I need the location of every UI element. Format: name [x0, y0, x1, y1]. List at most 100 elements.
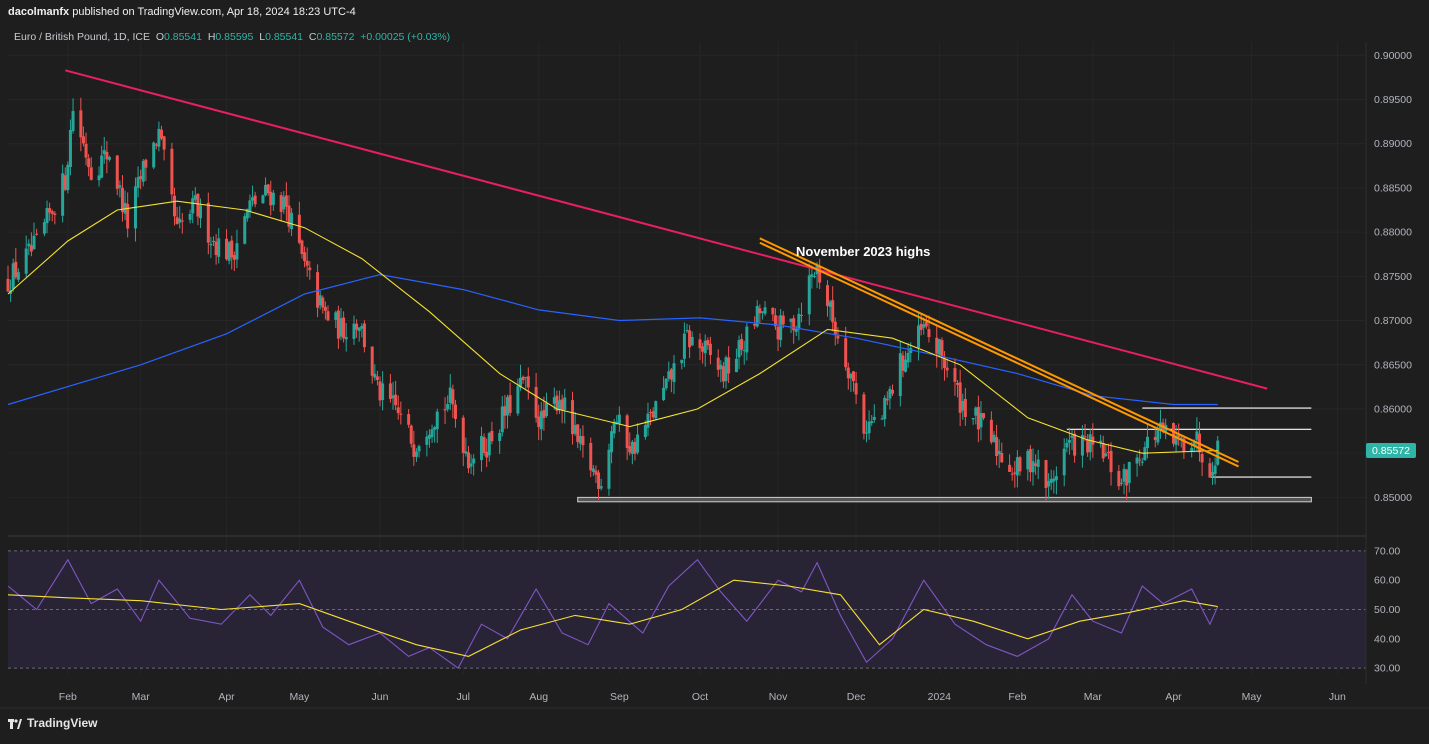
candle-down — [84, 143, 88, 158]
open-value: 0.85541 — [164, 31, 202, 43]
candle-up — [199, 205, 203, 219]
candle-down — [633, 441, 637, 454]
candle-up — [425, 436, 429, 445]
candle-up — [654, 401, 658, 419]
candle-up — [1104, 453, 1108, 457]
candle-up — [381, 383, 385, 400]
candle-down — [300, 240, 304, 254]
candle-up — [1122, 468, 1126, 482]
candle-down — [180, 220, 184, 222]
candle-down — [53, 213, 57, 215]
candle-up — [97, 175, 101, 181]
candle-down — [485, 451, 489, 458]
candle-up — [664, 378, 668, 389]
candle-up — [472, 458, 476, 464]
candle-down — [831, 300, 835, 323]
candle-up — [191, 198, 195, 214]
candle-up — [1080, 434, 1084, 456]
candle-up — [414, 451, 418, 457]
publisher-name: dacolmanfx — [8, 6, 70, 18]
candle-down — [1208, 463, 1212, 478]
candle-down — [862, 394, 866, 434]
candle-down — [172, 195, 176, 217]
channel-line — [759, 241, 1239, 468]
candle-up — [243, 216, 247, 244]
candle-down — [1073, 433, 1077, 456]
rsi-ma-line — [7, 579, 1218, 657]
rsi-lines — [7, 558, 1219, 669]
tradingview-logo[interactable]: TradingView — [8, 716, 97, 730]
candle-down — [701, 346, 705, 352]
sma-50-line — [7, 200, 1218, 454]
candle-up — [433, 427, 437, 430]
candle-down — [297, 214, 301, 243]
candle-up — [45, 208, 49, 224]
symbol-legend[interactable]: Euro / British Pound, 1D, ICE O0.85541 H… — [14, 31, 450, 43]
candle-up — [909, 348, 913, 354]
candle-down — [409, 425, 413, 444]
candle-down — [885, 398, 889, 401]
candle-up — [904, 359, 908, 372]
candle-up — [1211, 471, 1215, 476]
time-tick-label: Apr — [218, 691, 235, 703]
moving-averages — [7, 200, 1218, 454]
candle-up — [643, 425, 647, 438]
candle-down — [196, 193, 200, 217]
candle-down — [792, 318, 796, 331]
candle-up — [430, 429, 434, 438]
candle-up — [724, 357, 728, 382]
close-value: 0.85572 — [316, 31, 355, 43]
last-price-tag-bg — [1366, 443, 1416, 458]
candle-down — [758, 308, 762, 314]
candle-down — [159, 129, 163, 139]
candle-down — [279, 195, 283, 212]
high-value: 0.85595 — [215, 31, 254, 43]
candle-down — [555, 395, 559, 411]
price-tick-label: 0.86500 — [1374, 359, 1412, 371]
candle-down — [708, 343, 712, 356]
candle-down — [594, 470, 598, 475]
candle-up — [373, 373, 377, 378]
candle-up — [271, 192, 275, 205]
candle-down — [139, 176, 143, 180]
candle-down — [232, 255, 236, 260]
candle-down — [1182, 438, 1186, 452]
candle-up — [264, 184, 268, 196]
candle-up — [16, 272, 20, 280]
candle-down — [287, 205, 291, 227]
candle-up — [997, 450, 1001, 455]
candle-up — [217, 238, 221, 257]
candle-up — [630, 441, 634, 454]
channel-line — [759, 237, 1239, 463]
candle-down — [48, 208, 52, 213]
candle-up — [906, 352, 910, 363]
candle-down — [120, 187, 124, 213]
candle-up — [1213, 465, 1217, 475]
candle-up — [573, 425, 577, 434]
candle-up — [870, 421, 874, 424]
candle-up — [1049, 478, 1053, 483]
candle-up — [1070, 435, 1074, 438]
candle-down — [266, 184, 270, 194]
candle-down — [597, 472, 601, 489]
candle-up — [685, 330, 689, 332]
candle-up — [235, 243, 239, 260]
candle-up — [545, 402, 549, 417]
candle-up — [794, 329, 798, 332]
candle-down — [649, 412, 653, 414]
candle-up — [1127, 462, 1131, 483]
candle-up — [1054, 476, 1058, 481]
candle-up — [446, 403, 450, 410]
candle-up — [1067, 439, 1071, 443]
candle-up — [248, 200, 252, 212]
candle-up — [734, 358, 738, 373]
candle-down — [846, 367, 850, 379]
candle-up — [1174, 435, 1178, 445]
candle-up — [867, 421, 871, 434]
candle-down — [698, 339, 702, 349]
candle-down — [651, 411, 655, 418]
candle-up — [898, 353, 902, 397]
candle-up — [107, 157, 111, 160]
